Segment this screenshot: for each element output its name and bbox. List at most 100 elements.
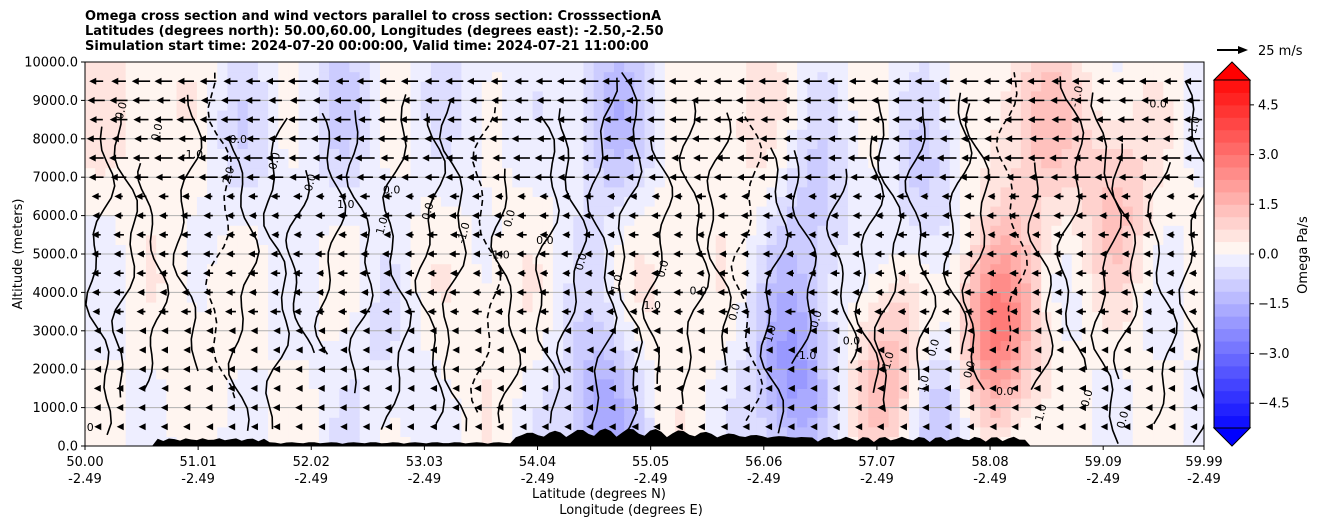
- omega-cell: [502, 100, 513, 111]
- omega-cell: [613, 129, 625, 140]
- omega-cell: [125, 378, 137, 389]
- omega-cell: [349, 254, 361, 265]
- omega-cell: [339, 225, 351, 236]
- omega-contour: [205, 70, 236, 399]
- omega-cell: [268, 273, 279, 284]
- omega-cell: [837, 177, 849, 188]
- omega-cell: [247, 186, 259, 197]
- omega-cell: [1031, 138, 1042, 149]
- omega-cell: [1183, 311, 1195, 322]
- omega-cell: [1163, 110, 1175, 121]
- omega-cell: [1081, 177, 1093, 188]
- omega-cell: [481, 378, 493, 389]
- omega-cell: [329, 206, 340, 217]
- omega-cell: [359, 398, 371, 409]
- omega-cell: [1031, 398, 1042, 409]
- omega-cell: [308, 62, 320, 73]
- omega-cell: [970, 148, 981, 159]
- omega-cell: [1031, 378, 1042, 389]
- omega-cell: [634, 215, 646, 226]
- omega-cell: [1081, 244, 1093, 255]
- omega-cell: [207, 426, 218, 437]
- omega-cell: [268, 378, 279, 389]
- omega-cell: [390, 321, 401, 332]
- omega-cell: [613, 273, 625, 284]
- omega-cell: [939, 177, 951, 188]
- omega-cell: [563, 282, 574, 293]
- omega-cell: [1193, 282, 1204, 293]
- omega-cell: [929, 138, 941, 149]
- omega-cell: [1173, 110, 1185, 121]
- omega-cell: [1020, 263, 1032, 274]
- omega-cell: [400, 378, 412, 389]
- omega-cell: [207, 119, 218, 130]
- omega-cell: [1112, 359, 1124, 370]
- omega-cell: [1061, 110, 1073, 121]
- omega-cell: [308, 359, 320, 370]
- omega-cell: [1020, 177, 1032, 188]
- omega-cell: [268, 282, 279, 293]
- omega-cell: [654, 254, 666, 265]
- omega-cell: [715, 177, 727, 188]
- omega-cell: [522, 359, 534, 370]
- omega-cell: [990, 119, 1002, 130]
- wind-vector-head: [407, 404, 415, 412]
- omega-cell: [1142, 263, 1154, 274]
- omega-cell: [1010, 177, 1022, 188]
- omega-cell: [1132, 407, 1144, 418]
- omega-cell: [797, 215, 808, 226]
- wind-vector-head: [385, 423, 393, 431]
- omega-cell: [1031, 234, 1042, 245]
- omega-cell: [1183, 129, 1195, 140]
- omega-cell: [613, 388, 625, 399]
- omega-cell: [390, 129, 401, 140]
- omega-cell: [725, 273, 737, 284]
- omega-cell: [990, 254, 1002, 265]
- omega-cell: [736, 407, 747, 418]
- omega-cell: [603, 340, 615, 351]
- omega-cell: [349, 129, 361, 140]
- omega-cell: [359, 167, 371, 178]
- omega-cell: [786, 330, 798, 341]
- omega-cell: [695, 407, 707, 418]
- omega-cell: [583, 350, 595, 361]
- omega-cell: [766, 225, 778, 236]
- omega-cell: [420, 129, 432, 140]
- omega-contour: [825, 168, 859, 364]
- omega-cell: [329, 254, 340, 265]
- omega-cell: [705, 90, 717, 101]
- omega-cell: [125, 388, 137, 399]
- omega-cell: [705, 388, 717, 399]
- omega-cell: [736, 110, 747, 121]
- omega-cell: [939, 215, 951, 226]
- omega-cell: [359, 321, 371, 332]
- omega-cell: [1173, 119, 1185, 130]
- omega-cell: [990, 196, 1002, 207]
- omega-cell: [318, 148, 330, 159]
- omega-cell: [410, 321, 422, 332]
- omega-cell: [1102, 350, 1114, 361]
- omega-cell: [1132, 81, 1144, 92]
- omega-cell: [380, 234, 391, 245]
- wind-vector-head: [1146, 365, 1154, 373]
- omega-cell: [878, 215, 890, 226]
- omega-cell: [207, 234, 218, 245]
- omega-cell: [685, 71, 696, 82]
- omega-cell: [949, 81, 961, 92]
- omega-cell: [807, 350, 819, 361]
- omega-cell: [512, 407, 524, 418]
- omega-cell: [308, 407, 320, 418]
- omega-cell: [502, 340, 513, 351]
- omega-cell: [1092, 244, 1103, 255]
- omega-cell: [441, 225, 452, 236]
- omega-cell: [725, 90, 737, 101]
- omega-cell: [156, 282, 167, 293]
- omega-cell: [461, 100, 473, 111]
- omega-cell: [990, 321, 1002, 332]
- omega-cell: [878, 90, 890, 101]
- wind-vector-head: [205, 384, 213, 392]
- omega-cell: [776, 138, 788, 149]
- wind-vector-head: [161, 384, 169, 392]
- omega-cell: [786, 119, 798, 130]
- omega-cell: [95, 398, 106, 409]
